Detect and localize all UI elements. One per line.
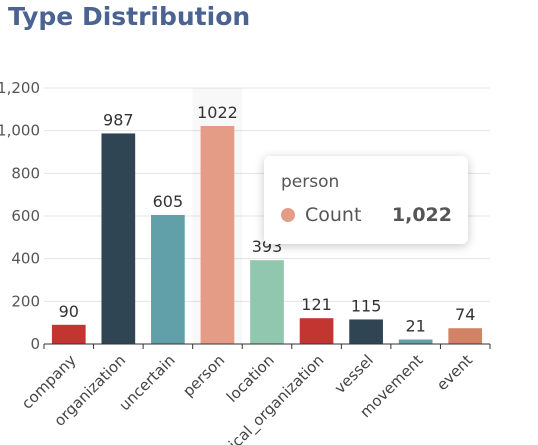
bar-company[interactable]: [51, 324, 86, 344]
y-tick-label: 400: [11, 250, 40, 268]
y-tick-label: 200: [11, 292, 40, 310]
data-label: 121: [301, 295, 332, 314]
bar-location[interactable]: [250, 260, 284, 344]
y-tick-label: 800: [11, 164, 40, 182]
x-axis: [43, 343, 491, 349]
x-tick-label: event: [433, 351, 476, 394]
y-tick-label: 600: [11, 207, 40, 225]
y-tick-label: 1,200: [0, 79, 40, 97]
bar-uncertain[interactable]: [151, 214, 185, 344]
bar-event[interactable]: [448, 328, 483, 344]
tooltip-row: Count 1,022: [281, 204, 452, 226]
y-tick-label: 1,000: [0, 122, 40, 140]
bar-political_organization[interactable]: [299, 318, 334, 344]
data-label: 115: [351, 296, 382, 315]
tooltip-title: person: [281, 172, 340, 192]
tooltip: person Count 1,022: [264, 156, 468, 244]
data-label: 74: [455, 305, 475, 324]
bar-vessel[interactable]: [349, 319, 383, 344]
tooltip-value: 1,022: [391, 204, 452, 226]
data-label: 605: [153, 192, 184, 211]
bar-organization[interactable]: [101, 133, 136, 344]
data-label: 90: [59, 302, 79, 321]
tooltip-marker-icon: [281, 208, 295, 222]
tooltip-series-name: Count: [305, 204, 362, 226]
bars[interactable]: [51, 125, 483, 345]
data-label: 1022: [197, 103, 238, 122]
bar-person[interactable]: [200, 125, 235, 345]
y-axis-ticks: 0 200 400 600 800 1,000 1,200: [0, 79, 40, 353]
bar-movement[interactable]: [398, 339, 433, 344]
data-label: 21: [405, 317, 425, 336]
y-tick-label: 0: [30, 335, 40, 353]
x-tick-label: vessel: [331, 351, 377, 397]
data-label: 987: [103, 110, 134, 129]
x-tick-label: person: [179, 351, 228, 400]
chart-title: Type Distribution: [8, 2, 251, 31]
